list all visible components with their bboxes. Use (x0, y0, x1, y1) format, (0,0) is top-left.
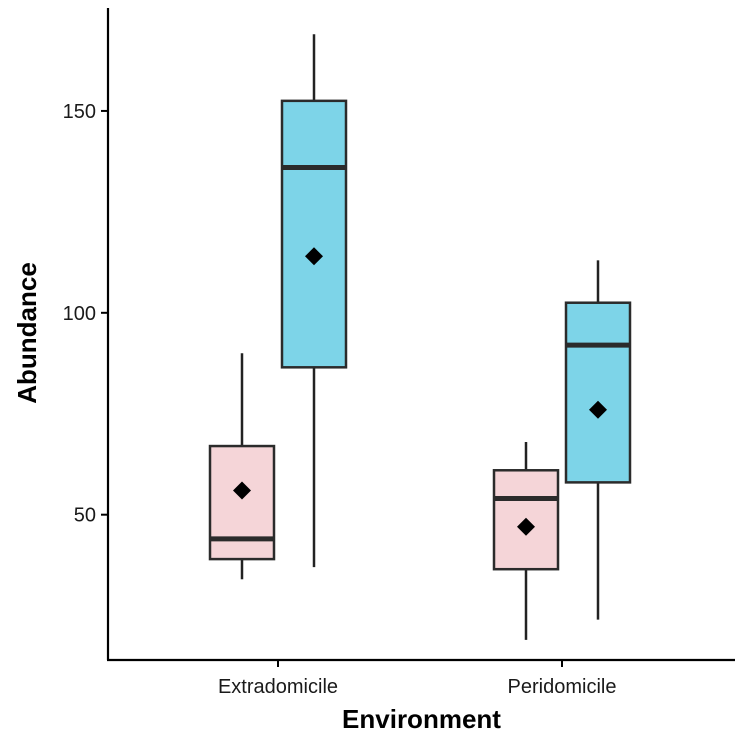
iqr-box (564, 301, 632, 484)
ticks: 50 100 150 Extradomicile Peridomicile (63, 101, 617, 698)
axes (106, 8, 735, 662)
y-tick-label: 50 (74, 505, 96, 527)
y-tick-label: 150 (63, 101, 96, 123)
plot-area (208, 34, 632, 640)
iqr-box (208, 444, 276, 561)
iqr-box (280, 99, 348, 369)
x-axis-title: Environment (342, 704, 501, 734)
x-tick-label: Extradomicile (218, 676, 338, 698)
y-tick-label: 100 (63, 303, 96, 325)
box-group (492, 442, 560, 640)
x-tick-label: Peridomicile (508, 676, 617, 698)
mean-marker (589, 400, 607, 419)
box-group (564, 260, 632, 620)
box-group (280, 34, 348, 568)
y-axis-title: Abundance (12, 262, 42, 404)
mean-marker (305, 247, 323, 266)
mean-marker (517, 517, 535, 536)
mean-marker (233, 481, 251, 500)
box-group (208, 353, 276, 580)
